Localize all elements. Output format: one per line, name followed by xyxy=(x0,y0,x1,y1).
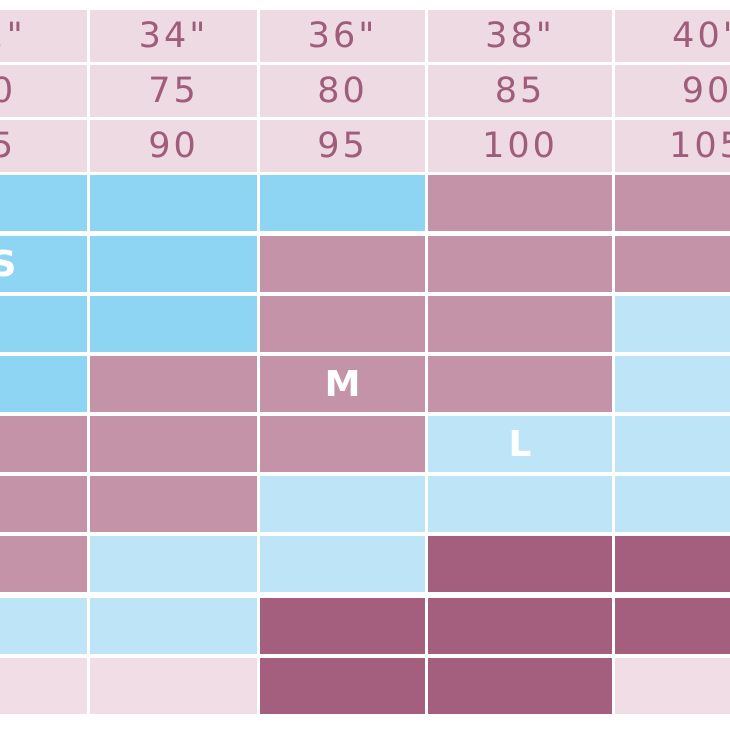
header-cell-text: 85 xyxy=(494,71,546,111)
header-cell: 105 xyxy=(615,120,730,172)
header-cell: 36" xyxy=(260,10,425,62)
size-cell xyxy=(260,476,425,532)
size-cell xyxy=(260,236,425,292)
size-cell xyxy=(260,416,425,472)
size-cell xyxy=(0,416,87,472)
size-cell: M xyxy=(260,356,425,412)
size-cell xyxy=(90,175,257,231)
header-cell: 75 xyxy=(90,65,257,117)
header-cell-text: 5 xyxy=(0,126,17,166)
size-cell xyxy=(90,296,257,352)
size-cell xyxy=(260,175,425,231)
header-cell-text: 90 xyxy=(681,71,730,111)
size-cell xyxy=(615,416,730,472)
size-cell: L xyxy=(428,416,612,472)
header-cell-text: 100 xyxy=(482,126,558,166)
header-cell: 80 xyxy=(260,65,425,117)
size-cell xyxy=(615,175,730,231)
header-cell: 90 xyxy=(90,120,257,172)
header-cell: 100 xyxy=(428,120,612,172)
size-cell: S xyxy=(0,236,87,292)
size-cell xyxy=(615,598,730,654)
size-cell xyxy=(428,175,612,231)
header-cell-text: 40" xyxy=(672,16,730,56)
size-cell xyxy=(0,658,87,714)
header-cell: 40" xyxy=(615,10,730,62)
size-cell xyxy=(615,476,730,532)
size-cell xyxy=(428,536,612,592)
size-cell xyxy=(0,476,87,532)
header-cell: 34" xyxy=(90,10,257,62)
header-cell-text: 80 xyxy=(317,71,368,111)
size-cell-text: S xyxy=(0,243,17,285)
header-cell-text: 0 xyxy=(0,71,17,111)
header-cell-text: 36" xyxy=(307,16,378,56)
header-cell: 90 xyxy=(615,65,730,117)
header-cell-text: 34" xyxy=(138,16,209,56)
size-cell-text: L xyxy=(508,423,532,465)
size-cell xyxy=(90,236,257,292)
header-cell-text: 90 xyxy=(148,126,199,166)
header-cell: 38" xyxy=(428,10,612,62)
size-cell xyxy=(615,236,730,292)
size-cell xyxy=(0,536,87,592)
size-cell xyxy=(0,598,87,654)
size-cell xyxy=(90,356,257,412)
header-cell-text: 38" xyxy=(485,16,555,56)
size-cell xyxy=(428,658,612,714)
header-cell: 2" xyxy=(0,10,87,62)
size-cell xyxy=(428,598,612,654)
size-cell xyxy=(0,356,87,412)
header-cell: 0 xyxy=(0,65,87,117)
size-cell xyxy=(615,658,730,714)
size-cell xyxy=(260,296,425,352)
size-cell xyxy=(260,598,425,654)
header-cell-text: 2" xyxy=(0,16,26,56)
size-cell xyxy=(0,296,87,352)
size-cell xyxy=(615,536,730,592)
size-cell xyxy=(615,356,730,412)
size-cell xyxy=(428,296,612,352)
size-cell xyxy=(90,476,257,532)
size-cell xyxy=(260,536,425,592)
header-cell: 85 xyxy=(428,65,612,117)
size-cell xyxy=(90,598,257,654)
size-cell xyxy=(260,658,425,714)
header-cell: 95 xyxy=(260,120,425,172)
size-cell xyxy=(90,658,257,714)
size-cell xyxy=(90,536,257,592)
header-cell: 5 xyxy=(0,120,87,172)
size-cell xyxy=(428,356,612,412)
size-cell xyxy=(428,476,612,532)
header-cell-text: 95 xyxy=(317,126,368,166)
size-cell xyxy=(0,175,87,231)
header-cell-text: 105 xyxy=(669,126,730,166)
size-cell xyxy=(90,416,257,472)
size-cell xyxy=(615,296,730,352)
size-cell xyxy=(428,236,612,292)
header-cell-text: 75 xyxy=(148,71,199,111)
size-cell-text: M xyxy=(324,363,361,405)
